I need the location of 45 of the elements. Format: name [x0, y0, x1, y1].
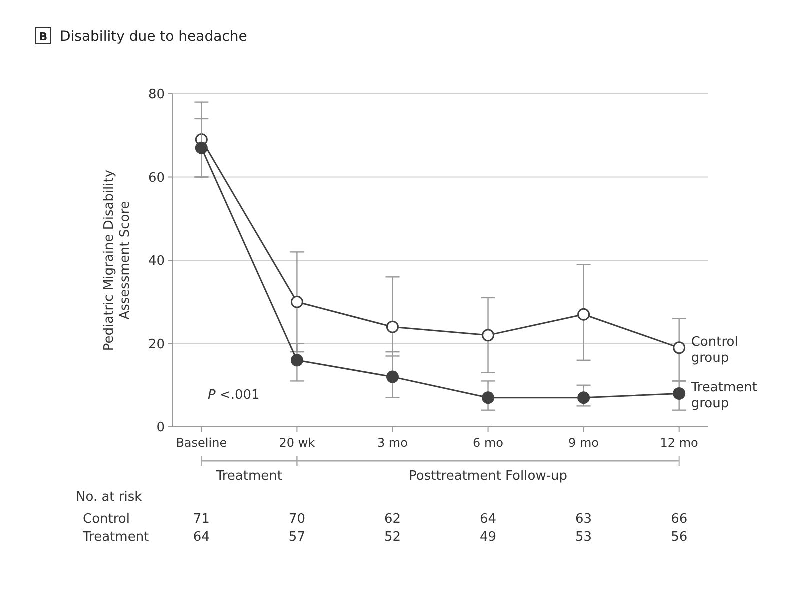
x-tick-label: 12 mo: [660, 436, 698, 450]
point: [578, 392, 590, 404]
x-tick-label: 6 mo: [473, 436, 504, 450]
point: [482, 329, 495, 342]
text: 63: [576, 512, 592, 527]
point: [578, 308, 590, 321]
text: Posttreatment Follow-up: [409, 469, 568, 484]
y-tick-label: 80: [148, 88, 165, 102]
text: Control: [83, 512, 130, 527]
text: Treatment: [215, 469, 283, 484]
point: [290, 296, 304, 308]
text: 53: [576, 530, 592, 545]
text: 56: [671, 530, 688, 545]
annotation: P <.001: [208, 388, 260, 403]
text: 62: [384, 512, 402, 527]
point: [386, 370, 399, 384]
text: 70: [288, 512, 306, 527]
point: [290, 354, 304, 367]
x-tick-label: 9 mo: [568, 436, 600, 450]
text: 52: [384, 530, 402, 545]
y-tick-label: 40: [148, 254, 165, 269]
x-tick-label: Baseline: [176, 436, 228, 450]
y-tick-label: 0: [156, 420, 165, 436]
point: [195, 142, 208, 154]
text: 49: [480, 530, 497, 545]
x-tick-label: 3 mo: [377, 436, 408, 450]
text: B: [39, 30, 48, 44]
text: 66: [671, 512, 688, 527]
x-tick-label: 20 wk: [279, 436, 316, 450]
text: 71: [193, 512, 210, 527]
y-tick-label: 20: [148, 337, 165, 352]
text: 64: [193, 530, 210, 545]
y-tick-label: 60: [148, 170, 165, 186]
text: 57: [288, 530, 306, 545]
y-axis-title: Pediatric Migraine Disability Assessment Score: [102, 170, 133, 352]
series-label: Control group: [691, 334, 738, 366]
point: [673, 387, 686, 400]
point: [673, 342, 686, 354]
text: Treatment: [82, 530, 150, 545]
point: [386, 320, 399, 334]
series-label: Treatment group: [690, 380, 758, 412]
text: No. at risk: [76, 490, 143, 505]
text: 64: [480, 512, 497, 527]
point: [482, 392, 495, 404]
chart-title: Disability due to headache: [60, 29, 248, 45]
